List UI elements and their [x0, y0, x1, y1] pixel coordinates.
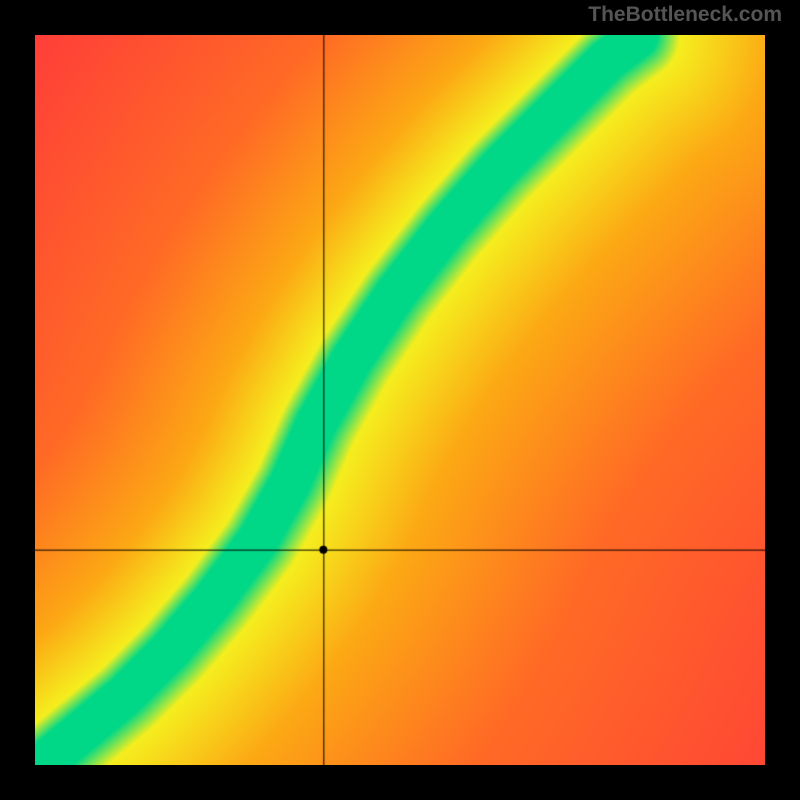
chart-container: TheBottleneck.com: [0, 0, 800, 800]
bottleneck-heatmap: [35, 35, 765, 765]
watermark-text: TheBottleneck.com: [588, 3, 782, 27]
